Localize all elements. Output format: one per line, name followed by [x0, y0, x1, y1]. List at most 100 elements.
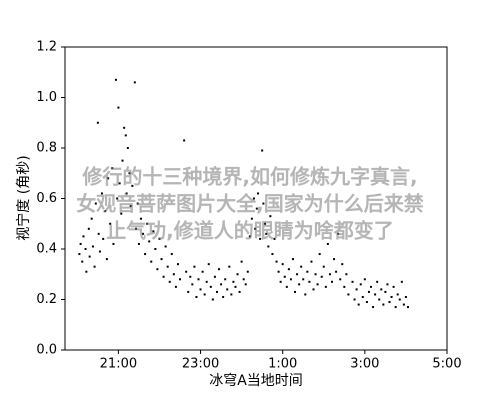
- point: [388, 301, 391, 304]
- point: [226, 288, 229, 291]
- point: [207, 263, 210, 266]
- point: [341, 263, 344, 266]
- point: [146, 222, 149, 225]
- point: [88, 255, 91, 258]
- point: [255, 207, 258, 210]
- point: [335, 270, 338, 273]
- point: [345, 273, 348, 276]
- point: [242, 278, 245, 281]
- point: [400, 280, 403, 283]
- point: [285, 285, 288, 288]
- point: [215, 290, 218, 293]
- y-tick-label: 0.0: [36, 343, 57, 358]
- point: [404, 295, 407, 298]
- point: [316, 283, 319, 286]
- point: [339, 278, 342, 281]
- point: [359, 283, 362, 286]
- point: [312, 288, 315, 291]
- point: [232, 280, 235, 283]
- point: [370, 285, 373, 288]
- y-tick-label: 0.8: [36, 141, 57, 156]
- point: [367, 290, 370, 293]
- point: [259, 237, 262, 240]
- point: [166, 265, 169, 268]
- point: [142, 232, 145, 235]
- point: [244, 283, 247, 286]
- point: [322, 265, 325, 268]
- point: [271, 253, 274, 256]
- y-tick-label: 0.6: [36, 191, 57, 206]
- point: [238, 290, 241, 293]
- point: [129, 205, 132, 208]
- y-tick-label: 1.0: [36, 90, 57, 105]
- point: [363, 278, 366, 281]
- point: [265, 232, 268, 235]
- point: [150, 260, 153, 263]
- x-tick-label: 21:00: [100, 357, 137, 372]
- point: [330, 280, 333, 283]
- point: [172, 273, 175, 276]
- point: [112, 242, 115, 245]
- point: [102, 237, 105, 240]
- point: [117, 106, 120, 109]
- point: [111, 167, 114, 170]
- point: [105, 258, 108, 261]
- point: [114, 78, 117, 81]
- point: [296, 273, 299, 276]
- point: [398, 298, 401, 301]
- point: [213, 275, 216, 278]
- point: [246, 270, 249, 273]
- point: [376, 280, 379, 283]
- point: [187, 290, 190, 293]
- point: [291, 258, 294, 261]
- point: [160, 258, 163, 261]
- point: [248, 235, 251, 238]
- point: [137, 242, 140, 245]
- y-tick-label: 0.4: [36, 242, 57, 257]
- point: [154, 248, 157, 250]
- point: [205, 280, 208, 283]
- point: [320, 275, 323, 278]
- point: [234, 285, 237, 288]
- point: [254, 227, 257, 230]
- point: [304, 293, 307, 296]
- point: [156, 268, 159, 271]
- point: [191, 283, 194, 286]
- point: [273, 237, 276, 240]
- x-axis-label: 冰穹A当地时间: [209, 373, 303, 389]
- point: [262, 202, 265, 205]
- y-axis-label: 视宁度 (角秒): [15, 155, 32, 240]
- point: [406, 306, 409, 309]
- point: [193, 265, 196, 268]
- point: [136, 202, 139, 205]
- point: [374, 293, 377, 296]
- point: [318, 253, 321, 256]
- point: [104, 210, 107, 213]
- watermark-line: 止气功,修道人的眼睛为啥都变了: [106, 219, 394, 243]
- point: [224, 278, 227, 281]
- point: [121, 159, 124, 162]
- point: [148, 240, 151, 243]
- point: [261, 149, 264, 152]
- point: [162, 275, 165, 278]
- point: [93, 265, 96, 268]
- point: [287, 268, 290, 271]
- point: [396, 293, 399, 296]
- point: [347, 293, 350, 296]
- point: [343, 285, 346, 288]
- point: [109, 222, 112, 225]
- point: [283, 275, 286, 278]
- point: [294, 290, 297, 293]
- point: [128, 172, 131, 175]
- point: [257, 192, 260, 195]
- point: [78, 253, 81, 256]
- point: [85, 270, 88, 273]
- point: [275, 260, 278, 263]
- point: [126, 147, 129, 149]
- watermark: 修行的十三种境界,如何修炼九字真言, 女观音菩萨图片大全,国家为什么后来禁 止气…: [76, 165, 424, 243]
- point: [269, 215, 272, 218]
- point: [116, 197, 119, 200]
- point: [392, 285, 395, 288]
- point: [252, 197, 255, 200]
- point: [384, 290, 387, 293]
